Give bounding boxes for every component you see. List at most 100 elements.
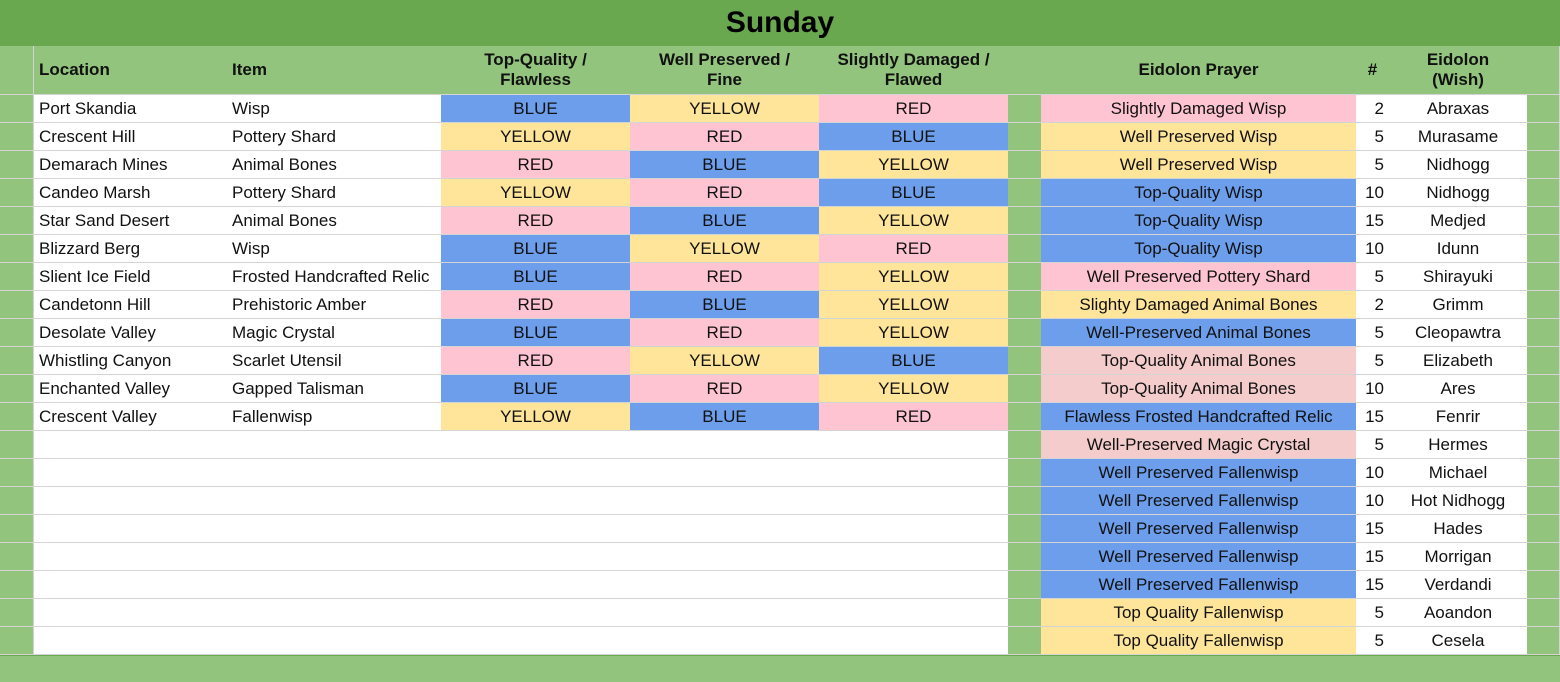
cell-top[interactable] xyxy=(441,431,631,459)
cell-prayer[interactable]: Well-Preserved Magic Crystal xyxy=(1041,431,1357,459)
cell-item[interactable] xyxy=(227,543,442,571)
cell-prayer[interactable]: Top-Quality Wisp xyxy=(1041,179,1357,207)
col-header-eidolon-wish[interactable]: Eidolon (Wish) xyxy=(1389,46,1528,95)
cell-location[interactable] xyxy=(34,571,228,599)
cell-well[interactable]: RED xyxy=(630,179,820,207)
cell-count[interactable]: 10 xyxy=(1356,487,1390,515)
cell-count[interactable]: 5 xyxy=(1356,123,1390,151)
cell-wish[interactable]: Medjed xyxy=(1389,207,1528,235)
cell-slight[interactable]: YELLOW xyxy=(819,151,1009,179)
cell-item[interactable]: Wisp xyxy=(227,235,442,263)
cell-slight[interactable]: YELLOW xyxy=(819,375,1009,403)
cell-count[interactable]: 15 xyxy=(1356,543,1390,571)
cell-count[interactable]: 5 xyxy=(1356,319,1390,347)
cell-well[interactable]: RED xyxy=(630,263,820,291)
col-header-location[interactable]: Location xyxy=(34,46,228,95)
cell-count[interactable]: 10 xyxy=(1356,459,1390,487)
cell-well[interactable] xyxy=(630,487,820,515)
cell-well[interactable]: BLUE xyxy=(630,291,820,319)
cell-item[interactable]: Magic Crystal xyxy=(227,319,442,347)
cell-slight[interactable]: BLUE xyxy=(819,123,1009,151)
cell-well[interactable] xyxy=(630,599,820,627)
cell-count[interactable]: 10 xyxy=(1356,375,1390,403)
cell-prayer[interactable]: Well Preserved Fallenwisp xyxy=(1041,459,1357,487)
cell-well[interactable] xyxy=(630,571,820,599)
cell-location[interactable]: Whistling Canyon xyxy=(34,347,228,375)
cell-wish[interactable]: Shirayuki xyxy=(1389,263,1528,291)
cell-location[interactable]: Candeo Marsh xyxy=(34,179,228,207)
cell-item[interactable] xyxy=(227,459,442,487)
cell-well[interactable]: BLUE xyxy=(630,151,820,179)
col-header-slightly-damaged[interactable]: Slightly Damaged / Flawed xyxy=(819,46,1009,95)
cell-item[interactable]: Fallenwisp xyxy=(227,403,442,431)
cell-location[interactable]: Demarach Mines xyxy=(34,151,228,179)
cell-prayer[interactable]: Well Preserved Fallenwisp xyxy=(1041,515,1357,543)
cell-top[interactable]: BLUE xyxy=(441,375,631,403)
cell-location[interactable] xyxy=(34,515,228,543)
cell-location[interactable]: Slient Ice Field xyxy=(34,263,228,291)
cell-location[interactable]: Desolate Valley xyxy=(34,319,228,347)
cell-location[interactable] xyxy=(34,459,228,487)
cell-prayer[interactable]: Well Preserved Wisp xyxy=(1041,151,1357,179)
cell-location[interactable]: Blizzard Berg xyxy=(34,235,228,263)
cell-count[interactable]: 2 xyxy=(1356,291,1390,319)
cell-wish[interactable]: Nidhogg xyxy=(1389,179,1528,207)
cell-wish[interactable]: Michael xyxy=(1389,459,1528,487)
cell-item[interactable]: Scarlet Utensil xyxy=(227,347,442,375)
cell-slight[interactable]: YELLOW xyxy=(819,207,1009,235)
cell-well[interactable]: RED xyxy=(630,123,820,151)
cell-wish[interactable]: Hermes xyxy=(1389,431,1528,459)
cell-item[interactable]: Pottery Shard xyxy=(227,179,442,207)
cell-top[interactable]: BLUE xyxy=(441,95,631,123)
cell-count[interactable]: 15 xyxy=(1356,571,1390,599)
cell-prayer[interactable]: Well Preserved Fallenwisp xyxy=(1041,543,1357,571)
col-header-top-quality[interactable]: Top-Quality / Flawless xyxy=(441,46,631,95)
cell-wish[interactable]: Murasame xyxy=(1389,123,1528,151)
cell-item[interactable]: Frosted Handcrafted Relic xyxy=(227,263,442,291)
cell-wish[interactable]: Cleopawtra xyxy=(1389,319,1528,347)
cell-count[interactable]: 15 xyxy=(1356,515,1390,543)
cell-wish[interactable]: Grimm xyxy=(1389,291,1528,319)
cell-slight[interactable]: YELLOW xyxy=(819,263,1009,291)
cell-well[interactable]: RED xyxy=(630,319,820,347)
cell-wish[interactable]: Nidhogg xyxy=(1389,151,1528,179)
col-header-well-preserved[interactable]: Well Preserved / Fine xyxy=(630,46,820,95)
cell-location[interactable]: Crescent Hill xyxy=(34,123,228,151)
cell-well[interactable] xyxy=(630,627,820,655)
cell-prayer[interactable]: Well-Preserved Animal Bones xyxy=(1041,319,1357,347)
cell-top[interactable] xyxy=(441,543,631,571)
col-header-item[interactable]: Item xyxy=(227,46,442,95)
cell-top[interactable]: BLUE xyxy=(441,263,631,291)
cell-item[interactable] xyxy=(227,571,442,599)
cell-count[interactable]: 10 xyxy=(1356,179,1390,207)
cell-top[interactable]: RED xyxy=(441,347,631,375)
cell-prayer[interactable]: Top-Quality Wisp xyxy=(1041,207,1357,235)
cell-wish[interactable]: Hades xyxy=(1389,515,1528,543)
cell-item[interactable] xyxy=(227,431,442,459)
cell-slight[interactable]: RED xyxy=(819,95,1009,123)
cell-item[interactable]: Gapped Talisman xyxy=(227,375,442,403)
cell-wish[interactable]: Aoandon xyxy=(1389,599,1528,627)
cell-top[interactable]: BLUE xyxy=(441,319,631,347)
cell-top[interactable] xyxy=(441,627,631,655)
cell-slight[interactable] xyxy=(819,487,1009,515)
cell-top[interactable]: RED xyxy=(441,207,631,235)
cell-count[interactable]: 5 xyxy=(1356,431,1390,459)
cell-top[interactable]: YELLOW xyxy=(441,403,631,431)
cell-top[interactable] xyxy=(441,515,631,543)
cell-count[interactable]: 2 xyxy=(1356,95,1390,123)
cell-slight[interactable] xyxy=(819,571,1009,599)
cell-top[interactable]: YELLOW xyxy=(441,123,631,151)
cell-item[interactable] xyxy=(227,515,442,543)
cell-well[interactable]: BLUE xyxy=(630,207,820,235)
cell-wish[interactable]: Abraxas xyxy=(1389,95,1528,123)
cell-prayer[interactable]: Top Quality Fallenwisp xyxy=(1041,599,1357,627)
cell-well[interactable]: YELLOW xyxy=(630,235,820,263)
cell-well[interactable] xyxy=(630,515,820,543)
cell-prayer[interactable]: Slighty Damaged Animal Bones xyxy=(1041,291,1357,319)
cell-count[interactable]: 15 xyxy=(1356,403,1390,431)
cell-count[interactable]: 15 xyxy=(1356,207,1390,235)
cell-count[interactable]: 5 xyxy=(1356,627,1390,655)
cell-slight[interactable]: BLUE xyxy=(819,179,1009,207)
cell-slight[interactable]: YELLOW xyxy=(819,319,1009,347)
